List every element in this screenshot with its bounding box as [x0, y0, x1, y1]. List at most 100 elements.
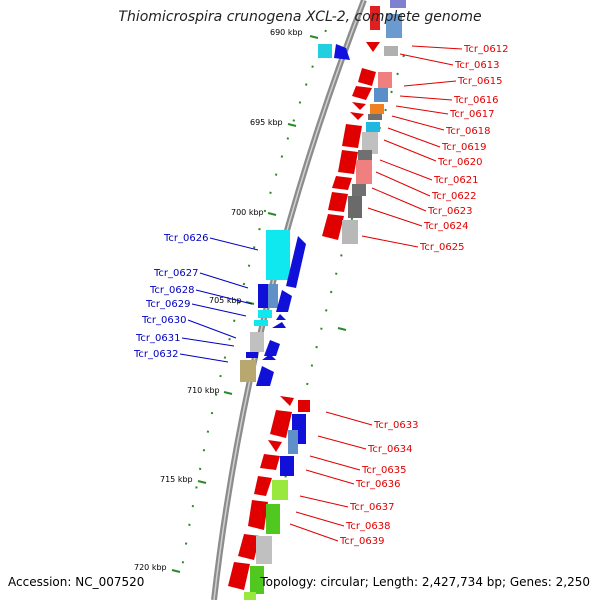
gene-feature [348, 196, 362, 218]
gene-features-left [240, 230, 306, 386]
gene-features-upper [322, 0, 406, 244]
gene-feature [268, 440, 282, 452]
gene-feature [256, 366, 274, 386]
gene-feature [258, 310, 272, 318]
gene-feature [276, 314, 286, 320]
gene-feature [270, 410, 292, 438]
gene-feature [272, 322, 286, 328]
gene-feature [374, 88, 388, 102]
ruler-labels: 690 kbp 695 kbp 700 kbp 705 kbp 710 kbp … [134, 28, 303, 572]
right-leader-lines [289, 45, 463, 542]
gene-feature [356, 160, 372, 184]
left-leader-lines [179, 237, 259, 363]
gene-feature [238, 534, 260, 560]
gene-label[interactable]: Tcr_0613 [454, 60, 499, 71]
gene-label[interactable]: Tcr_0624 [423, 221, 468, 232]
gene-label[interactable]: Tcr_0621 [433, 175, 478, 186]
gene-feature [256, 536, 272, 564]
gene-feature [384, 46, 398, 56]
gene-label[interactable]: Tcr_0612 [463, 44, 508, 55]
ruler-label: 705 kbp [209, 296, 242, 305]
gene-features-top-left [318, 44, 350, 60]
gene-feature [262, 354, 276, 360]
gene-feature [248, 500, 268, 530]
gene-feature [362, 132, 378, 154]
ruler-label: 720 kbp [134, 563, 167, 572]
gene-feature [352, 102, 366, 110]
gene-feature [258, 284, 270, 308]
gene-feature [350, 112, 364, 120]
gene-feature [250, 332, 264, 352]
ruler-label: 700 kbp [231, 208, 264, 217]
gene-feature [228, 562, 250, 590]
gene-label[interactable]: Tcr_0630 [141, 315, 186, 326]
gene-label[interactable]: Tcr_0633 [373, 420, 418, 431]
gene-feature [240, 360, 256, 382]
gene-feature [286, 236, 306, 288]
left-gene-labels: Tcr_0626 Tcr_0627 Tcr_0628 Tcr_0629 Tcr_… [133, 233, 208, 360]
gene-feature [280, 396, 294, 406]
gene-feature [272, 480, 288, 500]
gene-feature [288, 430, 298, 454]
gene-label[interactable]: Tcr_0615 [457, 76, 502, 87]
ruler-label: 715 kbp [160, 475, 193, 484]
gene-label[interactable]: Tcr_0623 [427, 206, 472, 217]
gene-label[interactable]: Tcr_0632 [133, 349, 178, 360]
gene-label[interactable]: Tcr_0636 [355, 479, 400, 490]
gene-feature [334, 44, 350, 60]
gene-label[interactable]: Tcr_0618 [445, 126, 490, 137]
gene-feature [264, 340, 280, 356]
gene-feature [366, 122, 380, 132]
map-title: Thiomicrospira crunogena XCL-2, complete… [118, 9, 482, 25]
gene-feature [358, 68, 376, 86]
accession-label: Accession: NC_007520 [8, 575, 145, 589]
gene-feature [366, 42, 380, 52]
gene-feature [266, 230, 290, 280]
gene-features-lower [228, 396, 310, 600]
gene-label[interactable]: Tcr_0622 [431, 191, 476, 202]
ruler-guide-left [179, 29, 327, 581]
gene-feature [276, 290, 292, 312]
right-gene-labels: Tcr_0612 Tcr_0613 Tcr_0615 Tcr_0616 Tcr_… [339, 44, 508, 547]
gene-label[interactable]: Tcr_0639 [339, 536, 384, 547]
gene-label[interactable]: Tcr_0628 [149, 285, 194, 296]
gene-feature [260, 454, 280, 470]
gene-feature [244, 592, 256, 600]
gene-feature [338, 150, 358, 174]
gene-feature [250, 566, 264, 594]
gene-feature [358, 150, 372, 160]
gene-feature [322, 214, 344, 240]
ruler-label: 690 kbp [270, 28, 303, 37]
gene-feature [378, 72, 392, 88]
gene-label[interactable]: Tcr_0629 [145, 299, 190, 310]
gene-label[interactable]: Tcr_0635 [361, 465, 406, 476]
ruler-label: 710 kbp [187, 386, 220, 395]
gene-label[interactable]: Tcr_0634 [367, 444, 412, 455]
gene-feature [368, 114, 382, 120]
gene-label[interactable]: Tcr_0617 [449, 109, 494, 120]
ruler-label: 695 kbp [250, 118, 283, 127]
gene-label[interactable]: Tcr_0627 [153, 268, 198, 279]
gene-label[interactable]: Tcr_0637 [349, 502, 394, 513]
gene-label[interactable]: Tcr_0631 [135, 333, 180, 344]
gene-feature [342, 124, 362, 148]
gene-label[interactable]: Tcr_0620 [437, 157, 482, 168]
gene-feature [318, 44, 332, 58]
gene-feature [254, 320, 268, 326]
gene-feature [246, 352, 258, 358]
genome-summary: Topology: circular; Length: 2,427,734 bp… [260, 575, 590, 589]
gene-label[interactable]: Tcr_0619 [441, 142, 486, 153]
gene-feature [342, 220, 358, 244]
gene-label[interactable]: Tcr_0625 [419, 242, 464, 253]
gene-feature [370, 6, 380, 30]
gene-feature [280, 456, 294, 476]
gene-label[interactable]: Tcr_0638 [345, 521, 390, 532]
gene-feature [370, 104, 384, 114]
gene-feature [352, 184, 366, 196]
gene-label[interactable]: Tcr_0616 [453, 95, 498, 106]
gene-feature [266, 504, 280, 534]
gene-feature [352, 86, 372, 100]
gene-label[interactable]: Tcr_0626 [163, 233, 208, 244]
